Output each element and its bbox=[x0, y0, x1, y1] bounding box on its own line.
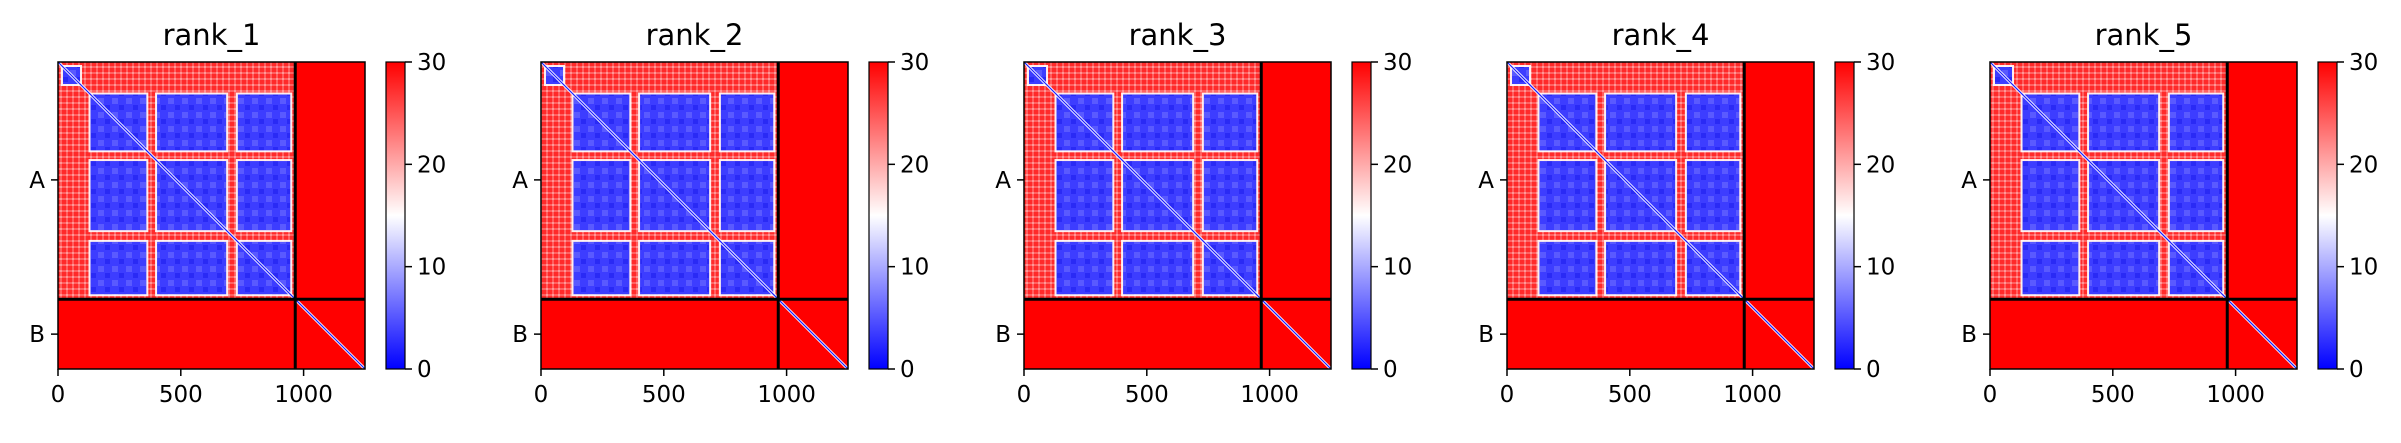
pae-heatmap bbox=[1022, 60, 1333, 371]
panel-2: rank_2 0 500 1000 A B 0 10 20 30 bbox=[512, 18, 929, 408]
colorbar-tick-label: 10 bbox=[900, 255, 929, 281]
colorbar-tick-label: 0 bbox=[1383, 357, 1398, 383]
y-tick-label: B bbox=[995, 322, 1011, 348]
x-tick-label: 1000 bbox=[757, 382, 816, 408]
x-tick-label: 0 bbox=[1500, 382, 1515, 408]
x-tick-label: 500 bbox=[642, 382, 686, 408]
x-tick-label: 0 bbox=[1017, 382, 1032, 408]
colorbar bbox=[1834, 61, 1855, 370]
panel-1: rank_1 0 500 1000 A B 0 10 20 30 bbox=[29, 18, 446, 408]
x-tick-label: 1000 bbox=[1723, 382, 1782, 408]
panel-title: rank_2 bbox=[646, 18, 744, 52]
colorbar-tick-label: 30 bbox=[417, 50, 446, 76]
x-tick-label: 500 bbox=[1608, 382, 1652, 408]
colorbar-tick-label: 20 bbox=[417, 152, 446, 178]
y-tick-label: A bbox=[512, 168, 528, 194]
colorbar-tick-label: 20 bbox=[900, 152, 929, 178]
x-tick-label: 500 bbox=[1125, 382, 1169, 408]
colorbar-tick-label: 10 bbox=[2349, 255, 2378, 281]
panel-5: rank_5 0 500 1000 A B 0 10 20 30 bbox=[1961, 18, 2378, 408]
pae-heatmap bbox=[56, 60, 367, 371]
axes-frame bbox=[1023, 61, 1332, 370]
panel-title: rank_3 bbox=[1129, 18, 1227, 52]
colorbar bbox=[2317, 61, 2338, 370]
axes-frame bbox=[1989, 61, 2298, 370]
y-tick-label: B bbox=[1961, 322, 1977, 348]
colorbar-tick-label: 30 bbox=[2349, 50, 2378, 76]
y-tick-label: B bbox=[1478, 322, 1494, 348]
y-tick-label: A bbox=[29, 168, 45, 194]
panel-title: rank_5 bbox=[2095, 18, 2193, 52]
colorbar-tick-label: 0 bbox=[900, 357, 915, 383]
x-tick-label: 500 bbox=[2091, 382, 2135, 408]
y-tick-label: A bbox=[1961, 168, 1977, 194]
x-tick-label: 0 bbox=[534, 382, 549, 408]
colorbar-tick-label: 30 bbox=[1383, 50, 1412, 76]
colorbar-tick-label: 10 bbox=[1383, 255, 1412, 281]
colorbar-tick-label: 0 bbox=[417, 357, 432, 383]
y-tick-label: B bbox=[512, 322, 528, 348]
colorbar-tick-label: 10 bbox=[417, 255, 446, 281]
x-tick-label: 1000 bbox=[1240, 382, 1299, 408]
axes-frame bbox=[1506, 61, 1815, 370]
y-tick-label: A bbox=[1478, 168, 1494, 194]
panel-3: rank_3 0 500 1000 A B 0 10 20 30 bbox=[995, 18, 1412, 408]
x-tick-label: 1000 bbox=[2206, 382, 2265, 408]
x-tick-label: 1000 bbox=[274, 382, 333, 408]
panel-4: rank_4 0 500 1000 A B 0 10 20 30 bbox=[1478, 18, 1895, 408]
colorbar-tick-label: 0 bbox=[2349, 357, 2364, 383]
colorbar bbox=[868, 61, 889, 370]
pae-heatmap bbox=[1505, 60, 1816, 371]
colorbar-tick-label: 20 bbox=[2349, 152, 2378, 178]
x-tick-label: 500 bbox=[159, 382, 203, 408]
axes-frame bbox=[57, 61, 366, 370]
y-tick-label: A bbox=[995, 168, 1011, 194]
axes-frame bbox=[540, 61, 849, 370]
colorbar-tick-label: 30 bbox=[900, 50, 929, 76]
pae-heatmap bbox=[539, 60, 850, 371]
panel-title: rank_1 bbox=[163, 18, 261, 52]
panel-title: rank_4 bbox=[1612, 18, 1710, 52]
colorbar-tick-label: 20 bbox=[1866, 152, 1895, 178]
y-tick-label: B bbox=[29, 322, 45, 348]
colorbar-tick-label: 0 bbox=[1866, 357, 1881, 383]
x-tick-label: 0 bbox=[51, 382, 66, 408]
colorbar-tick-label: 30 bbox=[1866, 50, 1895, 76]
colorbar bbox=[385, 61, 406, 370]
colorbar-tick-label: 20 bbox=[1383, 152, 1412, 178]
x-tick-label: 0 bbox=[1983, 382, 1998, 408]
colorbar-tick-label: 10 bbox=[1866, 255, 1895, 281]
pae-heatmap bbox=[1988, 60, 2299, 371]
colorbar bbox=[1351, 61, 1372, 370]
